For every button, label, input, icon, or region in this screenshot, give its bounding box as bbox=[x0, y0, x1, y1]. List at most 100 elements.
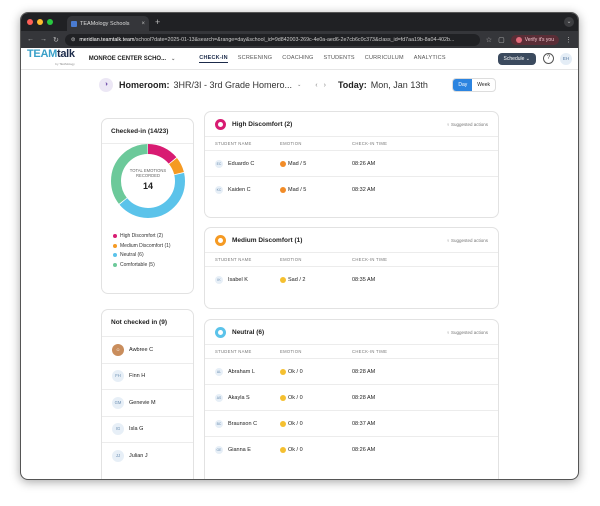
suggested-label: Suggested actions bbox=[450, 237, 488, 243]
donut-svg bbox=[111, 144, 185, 218]
school-name: MONROE CENTER SCHO... bbox=[88, 55, 167, 62]
next-day-icon[interactable]: › bbox=[323, 81, 332, 89]
logo-talk: talk bbox=[56, 47, 75, 60]
week-button[interactable]: Week bbox=[477, 82, 490, 88]
list-item[interactable]: JJ Julian J bbox=[102, 442, 193, 469]
legend-item: Comfortable (5) bbox=[113, 262, 171, 268]
site-info-icon[interactable]: ⊜ bbox=[70, 36, 76, 43]
table-row[interactable]: KC Kaiden C Mad / 5 08:32 AM bbox=[205, 176, 498, 202]
checkin-time: 08:26 AM bbox=[352, 446, 376, 453]
nav-analytics[interactable]: ANALYTICS bbox=[413, 54, 446, 61]
emotion-value: Ok / 0 bbox=[288, 394, 303, 401]
nav-check-in[interactable]: CHECK-IN bbox=[199, 54, 228, 63]
minimize-window-icon[interactable] bbox=[37, 19, 43, 25]
forward-icon[interactable]: → bbox=[40, 36, 47, 43]
list-item[interactable]: FH Finn H bbox=[102, 362, 193, 390]
donut-label-line2: RECORDED bbox=[136, 173, 160, 178]
sad-face-icon bbox=[215, 118, 226, 130]
group-title: Medium Discomfort (1) bbox=[232, 236, 303, 244]
student-name: Awbree C bbox=[129, 346, 154, 353]
reload-icon[interactable]: ↻ bbox=[53, 36, 59, 44]
close-tab-icon[interactable]: × bbox=[141, 20, 145, 27]
legend-dot bbox=[113, 234, 117, 238]
user-avatar[interactable]: EH bbox=[560, 52, 572, 65]
current-date: Mon, Jan 13th bbox=[370, 80, 428, 90]
new-tab-icon[interactable]: + bbox=[155, 17, 161, 27]
chevron-down-icon: ⌄ bbox=[171, 55, 176, 62]
avatar: BC bbox=[215, 419, 223, 428]
school-selector[interactable]: MONROE CENTER SCHO... ⌄ bbox=[89, 56, 176, 62]
bookmark-star-icon[interactable]: ☆ bbox=[485, 36, 493, 44]
col-time: CHECK-IN TIME bbox=[352, 257, 388, 262]
donut-segment-2 bbox=[111, 144, 185, 218]
address-bar[interactable]: ⊜ meridian.teamtalk.team /school?date=20… bbox=[64, 33, 480, 46]
legend-label: Neutral (6) bbox=[120, 252, 144, 258]
range-toggle: Day Week bbox=[452, 78, 496, 92]
checked-in-card: Checked-in (14/23) TOTAL EMOTIONS RECORD… bbox=[101, 118, 194, 294]
close-window-icon[interactable] bbox=[27, 19, 33, 25]
table-row[interactable]: BC Braunson C Ok / 0 08:37 AM bbox=[205, 410, 498, 436]
table-row[interactable]: GE Gianna E Ok / 0 08:26 AM bbox=[205, 436, 498, 462]
verify-profile-button[interactable]: Verify it's you bbox=[510, 34, 559, 45]
day-button[interactable]: Day bbox=[453, 79, 473, 91]
col-emotion: EMOTION bbox=[280, 257, 302, 262]
browser-tab-bar: TEAMology Schools × + ⌄ bbox=[21, 13, 578, 31]
legend-item: High Discomfort (2) bbox=[113, 233, 171, 239]
teamtalk-logo[interactable]: TEAMtalk by TEAMology bbox=[27, 47, 75, 69]
browser-menu-icon[interactable]: ⋮ bbox=[565, 36, 572, 44]
homeroom-selector[interactable]: 3HR/3I - 3rd Grade Homero... bbox=[173, 80, 293, 90]
col-emotion: EMOTION bbox=[280, 349, 302, 354]
avatar: GM bbox=[112, 396, 124, 409]
maximize-window-icon[interactable] bbox=[47, 19, 53, 25]
chevron-down-icon[interactable]: ⌄ bbox=[297, 82, 302, 88]
extensions-icon[interactable]: ▢ bbox=[498, 36, 505, 44]
logo-team: TEAM bbox=[27, 47, 57, 60]
browser-window: TEAMology Schools × + ⌄ ← → ↻ ⊜ meridian… bbox=[20, 12, 579, 480]
back-icon[interactable]: ← bbox=[27, 36, 34, 43]
student-name: Isabel K bbox=[228, 276, 248, 283]
table-row[interactable]: AS Akayla S Ok / 0 08:28 AM bbox=[205, 384, 498, 410]
emotion-value: Ok / 0 bbox=[288, 368, 303, 375]
ok-emoji-icon bbox=[280, 420, 286, 427]
emotion-value: Ok / 0 bbox=[288, 446, 303, 453]
list-item[interactable]: ☺ Awbree C bbox=[102, 336, 193, 363]
nav-screening[interactable]: SCREENING bbox=[237, 54, 273, 61]
list-item[interactable]: GM Genevie M bbox=[102, 389, 193, 416]
high-discomfort-card: High Discomfort (2) ♀ Suggested actions … bbox=[204, 111, 499, 218]
avatar: FH bbox=[112, 370, 124, 383]
suggested-label: Suggested actions bbox=[450, 329, 488, 335]
main-nav: CHECK-IN SCREENING COACHING STUDENTS CUR… bbox=[199, 54, 446, 63]
student-name: Eduardo C bbox=[228, 160, 255, 167]
tab-search-icon[interactable]: ⌄ bbox=[564, 17, 574, 27]
table-row[interactable]: AL Abraham L Ok / 0 08:28 AM bbox=[205, 358, 498, 384]
nav-curriculum[interactable]: CURRICULUM bbox=[364, 54, 404, 61]
suggested-label: Suggested actions bbox=[450, 121, 488, 127]
nav-coaching[interactable]: COACHING bbox=[282, 54, 314, 61]
table-row[interactable]: EC Eduardo C Mad / 5 08:26 AM bbox=[205, 150, 498, 176]
student-name: Braunson C bbox=[228, 420, 258, 427]
nav-students[interactable]: STUDENTS bbox=[323, 54, 355, 61]
not-checked-in-card: Not checked in (9) ☺ Awbree C FH Finn H GM… bbox=[101, 309, 194, 479]
schedule-button[interactable]: Schedule ⌄ bbox=[497, 52, 536, 65]
mad-emoji-icon bbox=[280, 186, 286, 193]
col-student: STUDENT NAME bbox=[215, 141, 252, 146]
date-arrows: ‹› bbox=[315, 82, 332, 89]
legend-dot bbox=[113, 243, 117, 248]
suggested-actions-link[interactable]: ♀ Suggested actions bbox=[446, 330, 488, 335]
student-name: Julian J bbox=[129, 452, 148, 459]
chevron-down-icon: ⌄ bbox=[525, 55, 530, 62]
prev-day-icon[interactable]: ‹ bbox=[315, 81, 324, 89]
browser-tab[interactable]: TEAMology Schools × bbox=[67, 16, 149, 31]
list-item[interactable]: IG Isla G bbox=[102, 415, 193, 443]
col-time: CHECK-IN TIME bbox=[352, 349, 388, 354]
help-icon[interactable]: ? bbox=[543, 53, 554, 64]
homeroom-label: Homeroom: bbox=[119, 80, 170, 90]
lightbulb-icon: ♀ bbox=[446, 329, 450, 335]
table-row[interactable]: IK Isabel K Sad / 2 08:35 AM bbox=[205, 266, 498, 292]
suggested-actions-link[interactable]: ♀ Suggested actions bbox=[446, 122, 488, 127]
student-name: Kaiden C bbox=[228, 186, 251, 193]
suggested-actions-link[interactable]: ♀ Suggested actions bbox=[446, 238, 488, 243]
legend-label: Comfortable (5) bbox=[120, 261, 155, 268]
sad-emoji-icon bbox=[280, 276, 286, 283]
checkin-time: 08:32 AM bbox=[352, 186, 376, 193]
